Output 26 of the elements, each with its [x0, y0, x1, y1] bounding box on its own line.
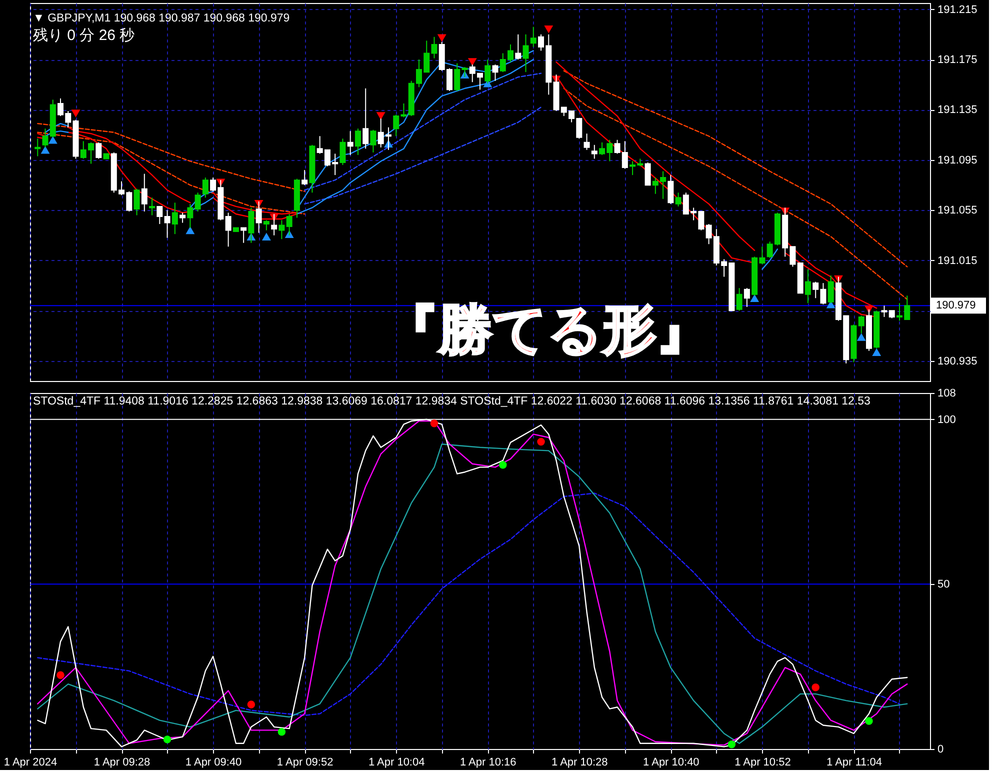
y-tick-label: 50 [938, 578, 950, 591]
text: 残り 0 分 26 秒 [33, 27, 135, 44]
y-tick-label: 191.215 [938, 4, 978, 16]
annotation: 『勝てる形』 [384, 300, 710, 360]
x-tick-label: 1 Apr 10:52 [734, 756, 791, 768]
x-tick-label: 1 Apr 10:40 [643, 756, 700, 768]
x-tick-label: 1 Apr 09:28 [94, 756, 150, 768]
x-tick-label: 1 Apr 10:16 [460, 756, 516, 768]
y-tick-label: 191.095 [938, 154, 978, 166]
y-tick-label: 108 [938, 388, 956, 400]
y-tick-label: 190.935 [938, 355, 978, 368]
chart-title: STOStd_4TF 11.9408 11.9016 12.2825 12.6863 12.9838 13.6069 16.0817 12.9834 STOStd_4TF 12.6022 11.6030 12.6068 11.6096 13.1356 11.8761 14.3081 12.53 [33, 396, 870, 408]
ref-line-label: 190.979 [936, 300, 976, 312]
x-tick-label: 1 Apr 2024 [4, 756, 58, 768]
y-tick-label: 191.175 [938, 54, 978, 66]
x-tick-label: 1 Apr 09:40 [185, 756, 242, 768]
x-tick-label: 1 Apr 11:04 [826, 756, 882, 768]
x-tick-label: 1 Apr 10:28 [552, 756, 608, 768]
x-tick-label: 1 Apr 09:52 [276, 756, 334, 768]
x-tick-label: 1 Apr 10:04 [368, 756, 425, 768]
y-tick-label: 0 [938, 744, 944, 756]
y-tick-label: 191.135 [938, 104, 978, 116]
y-tick-label: 100 [938, 414, 956, 426]
y-tick-label: 191.055 [938, 204, 978, 217]
text: ▼ GBPJPY,M1 190.968 190.987 190.968 190.979 [33, 12, 290, 24]
y-tick-label: 191.015 [938, 254, 978, 267]
